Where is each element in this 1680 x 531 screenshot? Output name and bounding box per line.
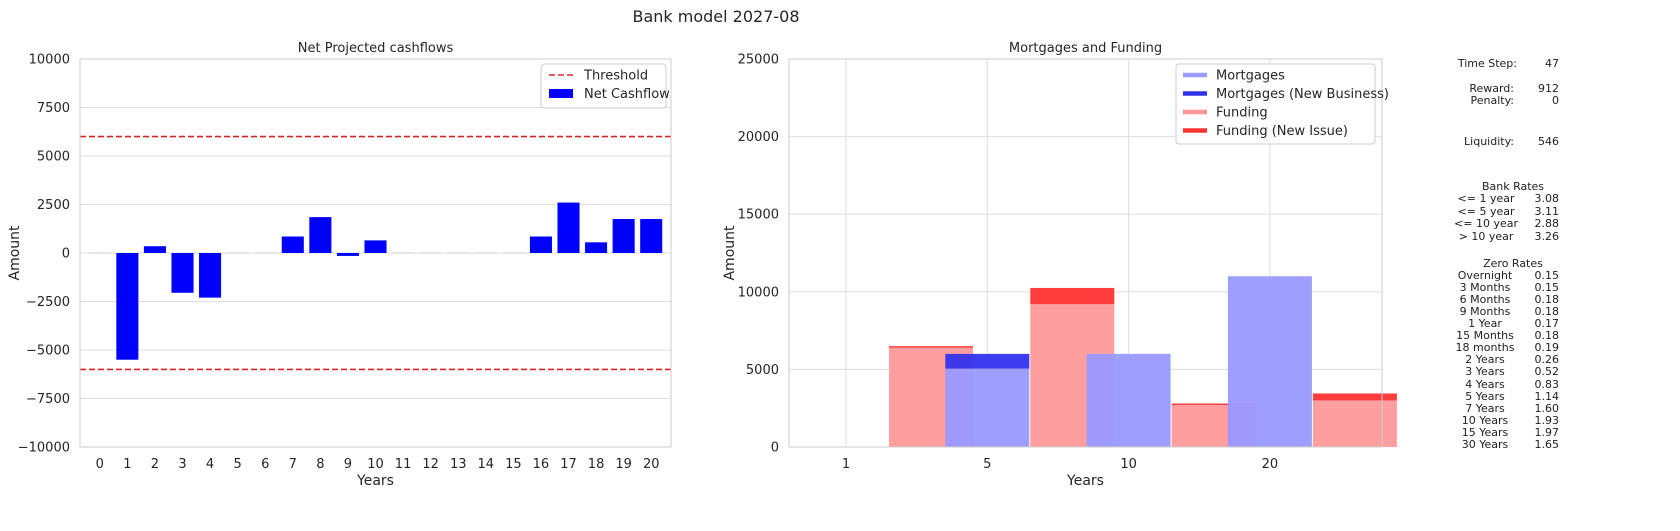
- plot-frame: [79, 58, 672, 448]
- x-tick-label: 5: [983, 457, 991, 472]
- y-tick-label: 5000: [746, 363, 779, 378]
- x-tick-label: 11: [395, 457, 412, 472]
- bar: [1227, 276, 1312, 447]
- x-tick-label: 17: [560, 457, 577, 472]
- x-tick-label: 5: [234, 457, 242, 472]
- x-tick-label: 10: [1120, 457, 1137, 472]
- bar: [199, 253, 222, 298]
- x-tick-label: 0: [96, 457, 104, 472]
- chart-title: Mortgages and Funding: [1009, 41, 1162, 56]
- x-tick-label: 20: [1262, 457, 1279, 472]
- bar: [945, 368, 1030, 447]
- x-tick-label: 15: [505, 457, 522, 472]
- x-tick-label: 6: [261, 457, 269, 472]
- bar: [889, 346, 973, 348]
- bar: [945, 353, 1030, 369]
- x-tick-label: 14: [478, 457, 495, 472]
- y-tick-label: −2500: [26, 295, 70, 310]
- y-tick-label: 15000: [738, 208, 779, 223]
- x-tick-label: 19: [615, 457, 632, 472]
- x-tick-label: 9: [344, 457, 352, 472]
- y-tick-label: 0: [771, 441, 779, 456]
- plot-frame: [788, 58, 1383, 448]
- y-tick-label: 7500: [37, 101, 70, 116]
- y-tick-label: 2500: [37, 198, 70, 213]
- y-axis-label: Amount: [7, 225, 23, 281]
- y-axis-label: Amount: [722, 225, 738, 281]
- x-tick-label: 8: [316, 457, 324, 472]
- y-tick-label: −10000: [18, 441, 70, 456]
- bar: [364, 240, 387, 253]
- x-tick-label: 12: [422, 457, 439, 472]
- x-axis-label: Years: [1066, 473, 1104, 489]
- x-tick-label: 7: [289, 457, 297, 472]
- y-tick-label: 10000: [29, 53, 70, 68]
- y-tick-label: 10000: [738, 285, 779, 300]
- x-tick-label: 1: [842, 457, 850, 472]
- y-tick-label: 5000: [37, 150, 70, 165]
- legend-label: Mortgages: [1216, 69, 1285, 84]
- bar: [640, 219, 663, 253]
- bar: [336, 253, 359, 256]
- legend: Threshold Net Cashflow: [540, 63, 670, 109]
- x-tick-label: 4: [206, 457, 214, 472]
- bar: [116, 253, 139, 360]
- bar: [1312, 393, 1397, 401]
- cashflow-chart: −10000 −7500 −5000 −2500 0 2500 5000 7500 10000 0…: [7, 41, 672, 489]
- bar: [281, 236, 304, 253]
- x-tick-label: 20: [643, 457, 660, 472]
- legend-cashflow-label: Net Cashflow: [584, 87, 670, 102]
- x-tick-label: 10: [367, 457, 384, 472]
- bar: [171, 253, 194, 293]
- bar: [612, 219, 635, 253]
- x-tick-label: 18: [588, 457, 605, 472]
- bar: [1030, 287, 1115, 305]
- legend-box: [1175, 63, 1376, 145]
- bar: [309, 217, 332, 253]
- bar: [1171, 403, 1256, 406]
- legend-label: Mortgages (New Business): [1216, 87, 1389, 102]
- x-tick-label: 13: [450, 457, 467, 472]
- legend-cashflow-swatch: [549, 89, 573, 98]
- y-tick-label: 20000: [738, 130, 779, 145]
- legend-label: Funding (New Issue): [1216, 124, 1348, 139]
- y-tick-label: −5000: [26, 344, 70, 359]
- bar: [143, 246, 166, 253]
- bar: [585, 242, 608, 253]
- bar: [529, 236, 552, 253]
- x-tick-label: 1: [123, 457, 131, 472]
- legend-threshold-label: Threshold: [583, 69, 648, 84]
- bar: [557, 202, 580, 253]
- x-tick-label: 2: [151, 457, 159, 472]
- x-tick-label: 3: [178, 457, 186, 472]
- bar: [1086, 353, 1171, 447]
- bar: [1312, 400, 1397, 447]
- legend-label: Funding: [1216, 106, 1268, 121]
- y-tick-label: 25000: [738, 53, 779, 68]
- y-tick-label: 0: [62, 247, 70, 262]
- legend: Mortgages Mortgages (New Business) Funding…: [1175, 63, 1389, 145]
- figure-title: Bank model 2027-08: [632, 7, 799, 26]
- mortgages-funding-chart: 0 5000 10000 15000 20000 25000 1 5 10 20 Mortgages…: [722, 41, 1397, 489]
- chart-title: Net Projected cashflows: [298, 41, 454, 56]
- x-tick-label: 16: [533, 457, 550, 472]
- y-tick-label: −7500: [26, 392, 70, 407]
- x-axis-label: Years: [356, 473, 394, 489]
